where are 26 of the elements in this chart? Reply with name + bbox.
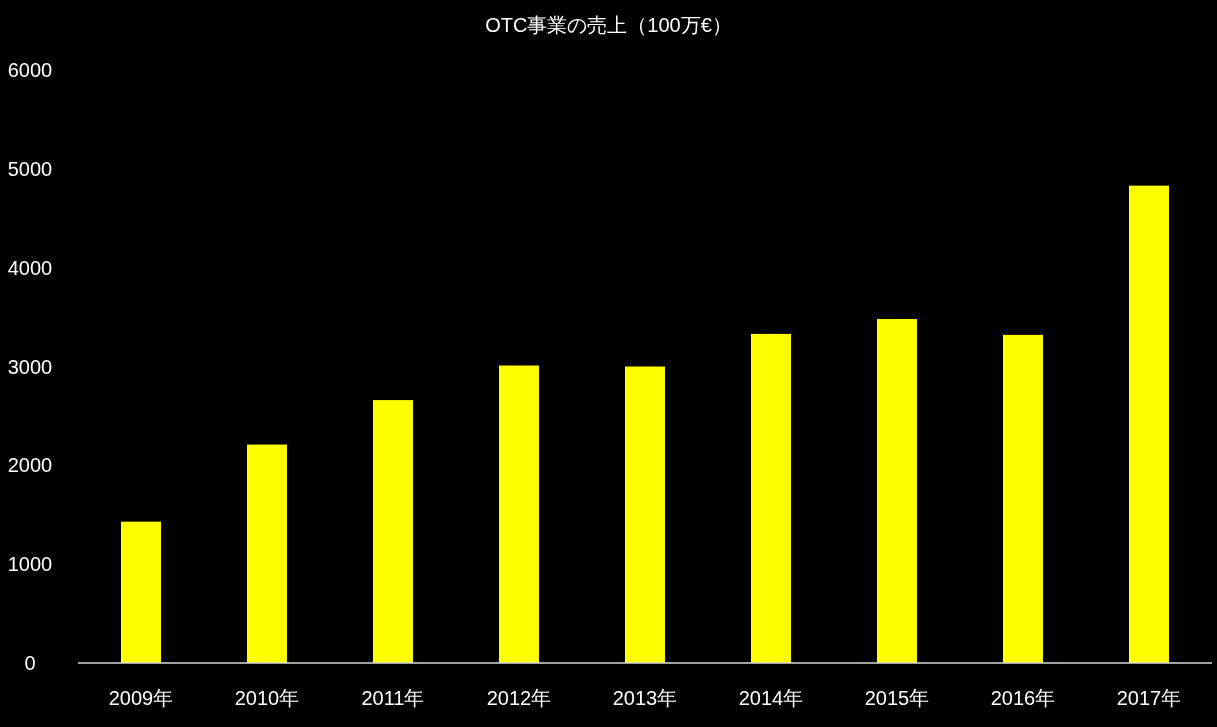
bar (751, 333, 791, 663)
bar (247, 444, 287, 663)
x-tick-label: 2017年 (1116, 687, 1182, 709)
bar (1129, 185, 1169, 663)
y-tick-label: 3000 (7, 355, 53, 378)
y-tick-label: 0 (24, 652, 36, 674)
bar (373, 400, 413, 663)
bar (1003, 334, 1043, 663)
x-tick-label: 2016年 (990, 687, 1056, 709)
bar (877, 319, 917, 663)
bar (625, 366, 665, 663)
y-tick-label: 6000 (7, 59, 53, 81)
y-tick-label: 5000 (7, 157, 53, 180)
bar (499, 365, 539, 663)
y-tick-label: 2000 (7, 454, 53, 477)
x-tick-label: 2014年 (738, 687, 804, 709)
chart-title: OTC事業の売上（100万€） (485, 14, 732, 36)
x-tick-label: 2011年 (361, 687, 425, 709)
x-tick-label: 2015年 (864, 687, 930, 709)
x-tick-label: 2012年 (486, 687, 552, 709)
x-tick-label: 2013年 (612, 687, 678, 709)
x-tick-label: 2009年 (108, 687, 174, 709)
x-tick-label: 2010年 (234, 687, 300, 709)
bar (121, 521, 161, 663)
y-tick-label: 4000 (7, 256, 53, 279)
y-tick-label: 1000 (7, 553, 53, 576)
